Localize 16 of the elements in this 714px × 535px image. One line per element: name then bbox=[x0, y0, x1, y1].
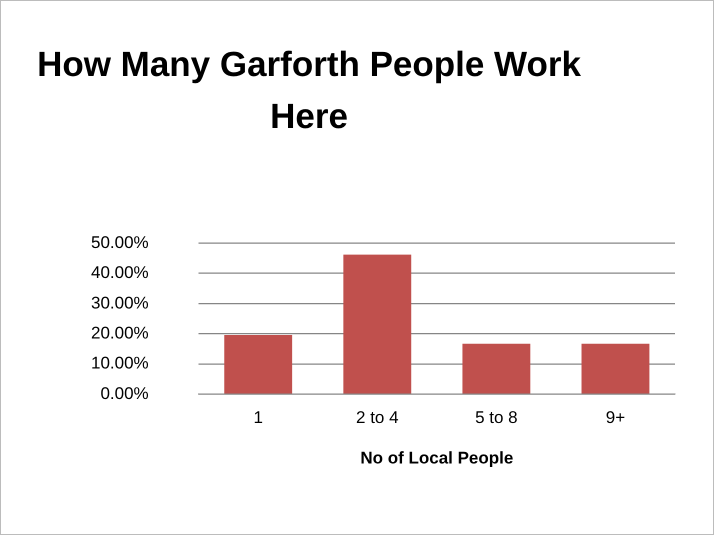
bar bbox=[582, 344, 650, 394]
bar bbox=[343, 254, 412, 394]
x-tick-label: 2 to 4 bbox=[356, 408, 399, 428]
x-tick-label: 1 bbox=[253, 408, 263, 428]
chart-title: How Many Garforth People Work Here bbox=[36, 44, 582, 138]
bar bbox=[224, 335, 292, 394]
y-tick-label: 0.00% bbox=[100, 384, 149, 403]
x-tick-label: 5 to 8 bbox=[475, 408, 518, 428]
bar bbox=[462, 344, 530, 394]
x-tick-label: 9+ bbox=[606, 408, 626, 428]
y-tick-label: 40.00% bbox=[90, 263, 149, 282]
y-tick-label: 10.00% bbox=[90, 354, 149, 373]
y-tick-label: 50.00% bbox=[90, 232, 149, 252]
y-tick-label: 20.00% bbox=[90, 323, 149, 342]
y-tick-label: 30.00% bbox=[90, 293, 149, 312]
x-axis-title: No of Local People bbox=[360, 448, 514, 468]
